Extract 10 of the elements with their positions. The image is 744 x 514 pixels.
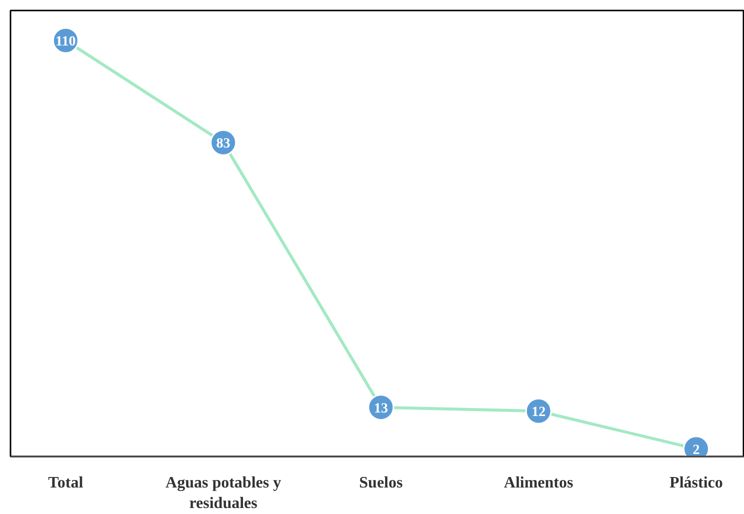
data-label: 12 (532, 405, 546, 420)
data-label: 110 (56, 34, 76, 50)
data-label: 83 (216, 136, 230, 152)
x-tick-label: Plástico (670, 474, 723, 492)
x-tick-label: Suelos (359, 474, 403, 492)
data-label: 13 (374, 401, 388, 416)
x-tick-label: Alimentos (504, 474, 574, 492)
x-tick-label: Total (48, 474, 84, 492)
data-label: 2 (692, 442, 700, 458)
x-tick-label: Aguas potables y residuales (166, 474, 282, 512)
